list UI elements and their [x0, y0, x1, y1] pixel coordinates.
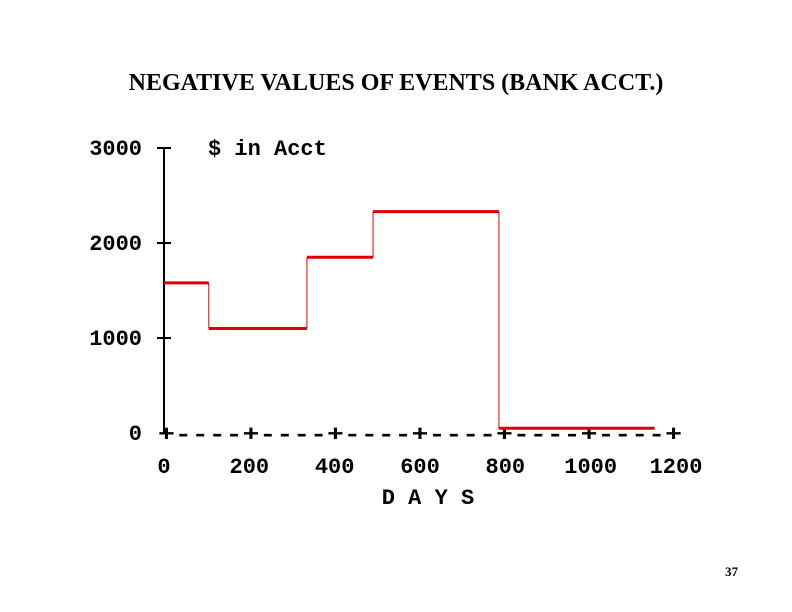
y-tick-label: 3000 — [89, 137, 142, 162]
x-tick-label: 0 — [157, 455, 170, 480]
page-number: 37 — [725, 564, 738, 579]
y-tick-label: 1000 — [89, 327, 142, 352]
x-tick-label: 200 — [230, 455, 270, 480]
y-tick-label: 0 — [129, 422, 142, 447]
series-steps — [164, 210, 655, 430]
x-tick-label: 400 — [315, 455, 355, 480]
x-tick-label: 1200 — [650, 455, 703, 480]
y-axis-label: $ in Acct — [208, 137, 327, 162]
axes: 0100020003000+----+----+----+----+----+-… — [89, 137, 702, 480]
x-tick-label: 600 — [400, 455, 440, 480]
x-tick-label: 800 — [486, 455, 526, 480]
x-tick-label: 1000 — [564, 455, 617, 480]
y-tick-label: 2000 — [89, 232, 142, 257]
chart-title: NEGATIVE VALUES OF EVENTS (BANK ACCT.) — [128, 70, 664, 96]
x-axis-label: D A Y S — [382, 486, 474, 511]
